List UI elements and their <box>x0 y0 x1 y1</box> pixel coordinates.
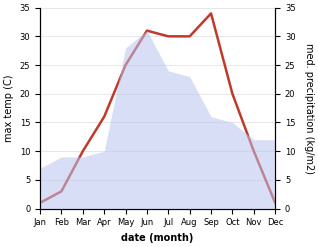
X-axis label: date (month): date (month) <box>121 233 194 243</box>
Y-axis label: med. precipitation (kg/m2): med. precipitation (kg/m2) <box>304 43 314 174</box>
Y-axis label: max temp (C): max temp (C) <box>4 74 14 142</box>
